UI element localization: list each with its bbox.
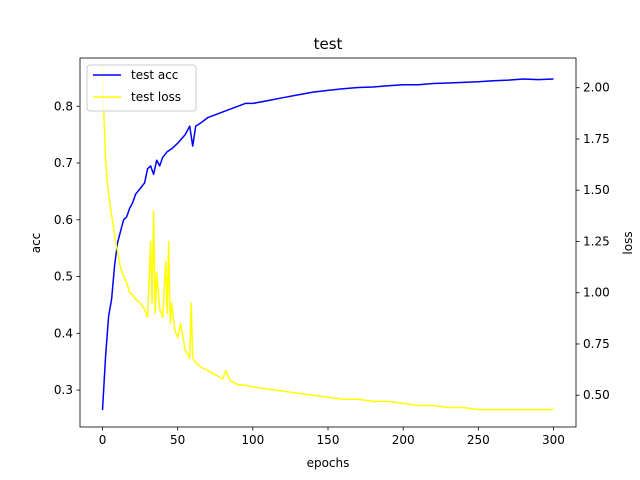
y-tick-label: 0.6 <box>54 213 73 227</box>
legend-label: test loss <box>131 90 181 104</box>
y-tick-label: 0.8 <box>54 99 73 113</box>
x-tick-label: 150 <box>317 433 340 447</box>
x-tick-label: 0 <box>99 433 107 447</box>
y-right-tick-label: 1.50 <box>583 183 610 197</box>
x-tick-label: 200 <box>392 433 415 447</box>
y-tick-label: 0.7 <box>54 156 73 170</box>
y-right-tick-label: 0.50 <box>583 388 610 402</box>
legend-label: test acc <box>131 68 178 82</box>
x-tick-label: 250 <box>467 433 490 447</box>
series-line-test-loss <box>101 67 554 411</box>
y-right-tick-label: 1.25 <box>583 234 610 248</box>
y-right-tick-label: 1.75 <box>583 132 610 146</box>
plot-area <box>101 67 554 411</box>
x-axis-title: epochs <box>307 456 350 470</box>
y-axis-title: acc <box>29 233 43 254</box>
axes: 0 50 100 150 200 250 300 0.3 0.4 0.5 0.6 0.7 0.8 0.50… <box>54 57 610 447</box>
y-tick-label: 0.5 <box>54 270 73 284</box>
y-right-tick-label: 2.00 <box>583 81 610 95</box>
legend-box <box>86 64 197 112</box>
y-tick-label: 0.3 <box>54 383 73 397</box>
y-right-tick-label: 1.00 <box>583 286 610 300</box>
x-tick-label: 50 <box>170 433 185 447</box>
chart-title: test <box>314 35 343 53</box>
x-tick-label: 300 <box>542 433 565 447</box>
legend: test acc test loss <box>86 64 197 112</box>
y-right-tick-label: 0.75 <box>583 337 610 351</box>
series-line-test-acc <box>101 78 554 411</box>
y-tick-label: 0.4 <box>54 326 73 340</box>
x-tick-label: 100 <box>241 433 264 447</box>
y-right-axis-title: loss <box>621 231 635 254</box>
